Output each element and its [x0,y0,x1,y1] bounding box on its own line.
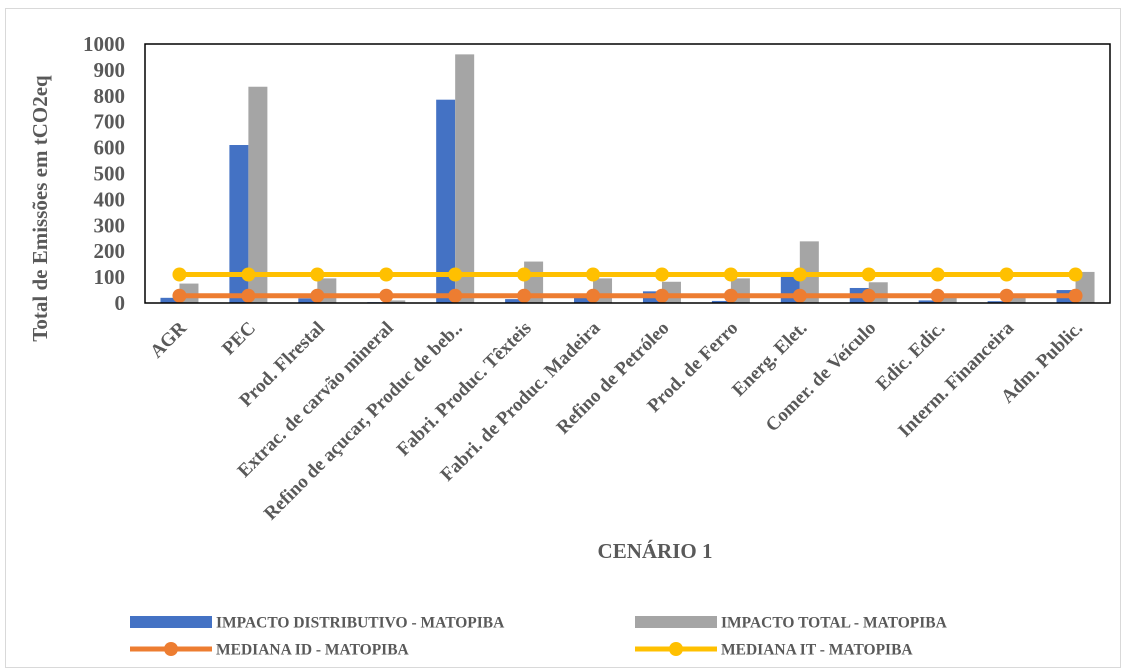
y-tick-label: 1000 [83,32,125,56]
bar-impacto-distributivo [160,297,180,303]
bar-impacto-total [1006,295,1026,303]
y-tick-label: 900 [94,58,126,82]
legend-label-impacto-distributivo: IMPACTO DISTRIBUTIVO - MATOPIBA [216,615,505,632]
y-tick-label: 700 [94,110,126,134]
marker-mediana-it [241,267,256,282]
marker-mediana-id [310,288,325,303]
plot-area-border [144,43,1111,304]
marker-mediana-id [723,288,738,303]
chart-frame [5,8,1121,668]
marker-mediana-id [999,288,1014,303]
marker-mediana-it [723,267,738,282]
legend: IMPACTO DISTRIBUTIVO - MATOPIBA IMPACTO T… [130,615,948,659]
marker-mediana-it [310,267,325,282]
bar-impacto-total [386,300,406,303]
marker-mediana-it [861,267,876,282]
bar-impacto-total [455,54,475,303]
x-axis-title: CENÁRIO 1 [598,539,713,563]
marker-mediana-id [1068,288,1083,303]
marker-mediana-it [586,267,601,282]
legend-marker-mediana-it [669,642,683,656]
marker-mediana-it [792,267,807,282]
legend-marker-mediana-id [164,642,178,656]
marker-mediana-it [172,267,187,282]
x-tick-label: Fabri. Produc. Têxteis [393,318,536,461]
y-tick-label: 300 [94,213,126,237]
y-tick-label: 200 [94,239,126,263]
marker-mediana-id [448,288,463,303]
marker-mediana-it [654,267,669,282]
y-axis-title: Total de Emissões em tCO2eq [28,75,52,342]
bar-impacto-distributivo [229,145,249,303]
marker-mediana-id [517,288,532,303]
bar-impacto-distributivo [505,299,525,303]
marker-mediana-id [861,288,876,303]
bar-impacto-distributivo [987,301,1007,303]
bar-impacto-distributivo [711,300,731,303]
marker-mediana-it [1068,267,1083,282]
y-tick-label: 800 [94,84,126,108]
bar-impacto-total [248,86,268,303]
marker-mediana-it [517,267,532,282]
bars-layer [160,54,1095,303]
x-tick-label: AGR [146,317,191,362]
legend-swatch-impacto-total [635,616,717,628]
marker-mediana-id [586,288,601,303]
y-tick-label: 100 [94,265,126,289]
marker-mediana-id [241,288,256,303]
marker-mediana-id [379,288,394,303]
marker-mediana-id [930,288,945,303]
legend-label-mediana-id: MEDIANA ID - MATOPIBA [216,642,410,659]
legend-swatch-impacto-distributivo [130,616,212,628]
bar-impacto-distributivo [574,297,594,303]
marker-mediana-it [448,267,463,282]
marker-mediana-it [379,267,394,282]
marker-mediana-id [792,288,807,303]
marker-mediana-id [654,288,669,303]
marker-mediana-it [999,267,1014,282]
marker-mediana-it [930,267,945,282]
y-tick-label: 500 [94,162,126,186]
y-tick-label: 0 [115,291,126,315]
marker-mediana-id [172,288,187,303]
median-lines-layer [172,267,1083,303]
bar-impacto-distributivo [298,298,318,303]
legend-label-mediana-it: MEDIANA IT - MATOPIBA [721,642,913,659]
legend-label-impacto-total: IMPACTO TOTAL - MATOPIBA [721,615,948,632]
bar-impacto-total [937,295,957,303]
x-tick-label: PEC [218,318,260,360]
bar-impacto-distributivo [436,99,456,303]
y-tick-label: 600 [94,136,126,160]
y-tick-label: 400 [94,187,126,211]
x-tick-label: Interm. Financeira [894,317,1018,441]
bar-impacto-distributivo [918,300,938,303]
